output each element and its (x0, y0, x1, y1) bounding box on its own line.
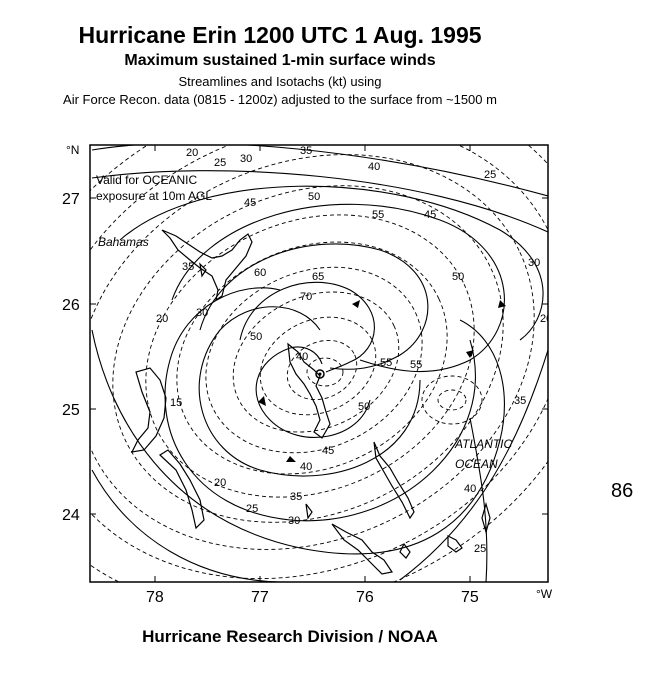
lat-unit-label: °N (66, 143, 79, 157)
lon-tick-label: 78 (146, 589, 164, 606)
isotach-label: 35 (182, 261, 194, 273)
lon-tick-labels: 78 77 76 75 (146, 589, 479, 606)
isotach-label: 20 (156, 313, 168, 325)
isotach-label: 55 (380, 357, 392, 369)
isotach-label: 65 (312, 271, 324, 283)
isotach-label: 20 (540, 313, 552, 325)
lat-tick-label: 25 (62, 402, 80, 419)
map-title: Hurricane Erin 1200 UTC 1 Aug. 1995 (78, 22, 482, 48)
isotach-label: 15 (170, 397, 182, 409)
isotach-label: 30 (240, 153, 252, 165)
isotach-label: 45 (322, 445, 334, 457)
exposure-note-line2: exposure at 10m AGL (96, 189, 212, 203)
footer-credit: Hurricane Research Division / NOAA (142, 627, 438, 646)
map-subtitle: Maximum sustained 1-min surface winds (124, 52, 436, 69)
lon-tick-label: 77 (251, 589, 269, 606)
label-atlantic: ATLANTIC (454, 437, 512, 451)
isotach-label: 20 (214, 477, 226, 489)
map-description: Streamlines and Isotachs (kt) using (178, 74, 382, 89)
isotach-label: 30 (196, 307, 208, 319)
streamline-arrows (258, 300, 506, 462)
isotach-label: 30 (528, 257, 540, 269)
lon-unit-label: °W (536, 587, 553, 601)
isotach-label: 50 (250, 331, 262, 343)
isotach-label: 70 (300, 291, 312, 303)
isotach-label: 25 (214, 157, 226, 169)
isotach-label: 50 (358, 401, 370, 413)
streamlines (91, 145, 548, 582)
isotach-labels: 20 25 30 35 40 45 50 55 60 65 70 40 50 5… (156, 145, 552, 555)
isotach-label: 25 (246, 503, 258, 515)
isotach-label: 25 (484, 169, 496, 181)
isotach-label: 60 (254, 267, 266, 279)
isotach-label: 40 (300, 461, 312, 473)
isotach-label: 20 (186, 147, 198, 159)
map-data-source: Air Force Recon. data (0815 - 1200z) adj… (63, 92, 497, 107)
isotach-label: 55 (372, 209, 384, 221)
isotach-label: 25 (474, 543, 486, 555)
isotach-label: 35 (300, 145, 312, 157)
lat-tick-label: 26 (62, 297, 80, 314)
isotach-label: 40 (296, 351, 308, 363)
lon-tick-label: 75 (461, 589, 479, 606)
lat-tick-labels: 27 26 25 24 (62, 191, 80, 524)
isotach-label: 45 (424, 209, 436, 221)
lat-tick-label: 27 (62, 191, 80, 208)
map-frame (89, 144, 549, 583)
isotach-label: 40 (464, 483, 476, 495)
label-ocean: OCEAN (455, 457, 498, 471)
hurricane-center-marker (315, 369, 325, 379)
isotach-label: 55 (410, 359, 422, 371)
isotach-label: 50 (308, 191, 320, 203)
isotach-label: 30 (288, 515, 300, 527)
axis-ticks (90, 145, 548, 582)
lon-tick-label: 76 (356, 589, 374, 606)
isotach-label: 35 (514, 395, 526, 407)
isotach-label: 45 (244, 197, 256, 209)
exposure-note-line1: Valid for OCEANIC (96, 173, 197, 187)
figure-number: 86 (611, 480, 634, 502)
coastlines (130, 229, 491, 575)
isotach-label: 40 (368, 161, 380, 173)
isotach-label: 35 (290, 491, 302, 503)
lat-tick-label: 24 (62, 507, 80, 524)
isotach-label: 50 (452, 271, 464, 283)
label-bahamas: Bahamas (98, 235, 149, 249)
